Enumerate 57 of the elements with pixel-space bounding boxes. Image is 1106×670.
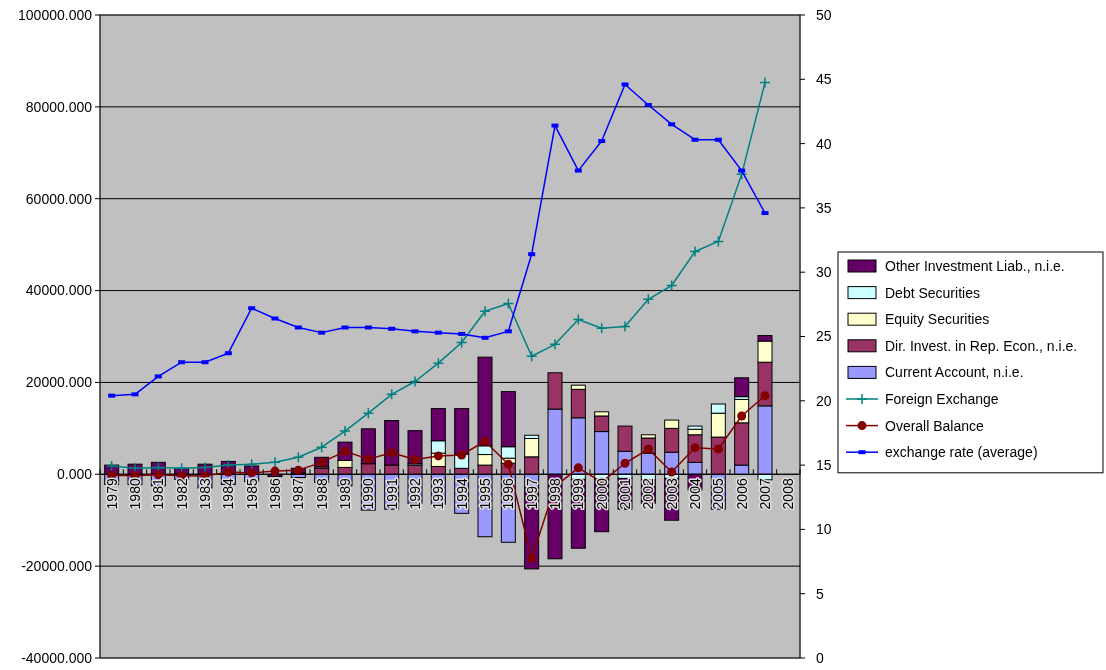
x-tick-label: 1986 bbox=[267, 478, 283, 510]
x-tick-label: 2008 bbox=[780, 478, 797, 510]
x-tick-label: 2006 bbox=[733, 478, 750, 510]
y2-tick-label: 35 bbox=[816, 199, 832, 216]
y2-tick-label: 25 bbox=[816, 328, 832, 345]
x-tick-label: 1984 bbox=[220, 478, 237, 510]
y-tick-label: 20000.000 bbox=[25, 374, 93, 391]
legend-label: Debt Securities bbox=[885, 284, 980, 301]
x-tick-label: 1980 bbox=[127, 478, 143, 510]
y2-tick-label: 10 bbox=[816, 521, 832, 538]
x-tick-label: 1982 bbox=[173, 478, 190, 510]
y-tick-label: 40000.000 bbox=[25, 282, 93, 299]
x-tick-label: 1994 bbox=[453, 478, 470, 510]
y2-tick-label: 5 bbox=[816, 585, 824, 602]
legend-label: Foreign Exchange bbox=[885, 390, 999, 407]
x-tick-label: 1983 bbox=[197, 478, 213, 510]
x-tick-label: 1998 bbox=[547, 478, 563, 510]
x-tick-label: 1996 bbox=[500, 478, 517, 510]
x-tick-label: 1979 bbox=[103, 478, 120, 510]
x-tick-label: 2000 bbox=[593, 478, 610, 510]
x-tick-label: 1988 bbox=[313, 478, 330, 510]
y2-tick-label: 50 bbox=[816, 6, 832, 23]
legend-label: exchange rate (average) bbox=[885, 444, 1038, 461]
y-tick-label: 60000.000 bbox=[25, 190, 93, 207]
x-tick-label: 1993 bbox=[430, 478, 447, 510]
legend-label: Current Account, n.i.e. bbox=[885, 364, 1024, 381]
x-tick-label: 2003 bbox=[663, 478, 680, 510]
legend-label: Equity Securities bbox=[885, 311, 990, 328]
y2-tick-label: 20 bbox=[816, 392, 832, 409]
y-tick-label: 100000.000 bbox=[18, 6, 93, 23]
x-tick-label: 2007 bbox=[757, 478, 773, 510]
y-tick-label: 80000.000 bbox=[25, 98, 93, 115]
x-tick-label: 1981 bbox=[150, 478, 167, 510]
y2-tick-label: 40 bbox=[816, 135, 832, 152]
x-tick-label: 1989 bbox=[337, 478, 353, 510]
y2-tick-label: 45 bbox=[816, 71, 832, 88]
legend-label: Overall Balance bbox=[885, 417, 985, 434]
x-tick-label: 1990 bbox=[360, 478, 377, 510]
y-tick-label: -40000.000 bbox=[21, 649, 93, 666]
y-tick-label: -20000.000 bbox=[21, 558, 93, 575]
x-tick-label: 1987 bbox=[290, 478, 307, 510]
x-tick-label: 1992 bbox=[407, 478, 423, 510]
x-tick-label: 1997 bbox=[523, 478, 540, 510]
x-tick-label: 2002 bbox=[640, 478, 657, 510]
x-tick-label: 2001 bbox=[617, 478, 633, 510]
legend-label: Dir. Invest. in Rep. Econ., n.i.e. bbox=[885, 337, 1078, 354]
legend-label: Other Investment Liab., n.i.e. bbox=[885, 257, 1065, 274]
x-tick-label: 1985 bbox=[243, 478, 260, 510]
x-tick-label: 2005 bbox=[710, 478, 727, 510]
y2-tick-label: 15 bbox=[816, 457, 832, 473]
y2-tick-label: 0 bbox=[816, 649, 824, 666]
x-tick-label: 1991 bbox=[383, 478, 400, 510]
x-tick-label: 2004 bbox=[687, 478, 703, 510]
x-tick-label: 1999 bbox=[570, 478, 587, 510]
y2-tick-label: 30 bbox=[816, 264, 832, 281]
y-tick-label: 0.000 bbox=[56, 466, 93, 483]
x-tick-label: 1995 bbox=[477, 478, 493, 510]
